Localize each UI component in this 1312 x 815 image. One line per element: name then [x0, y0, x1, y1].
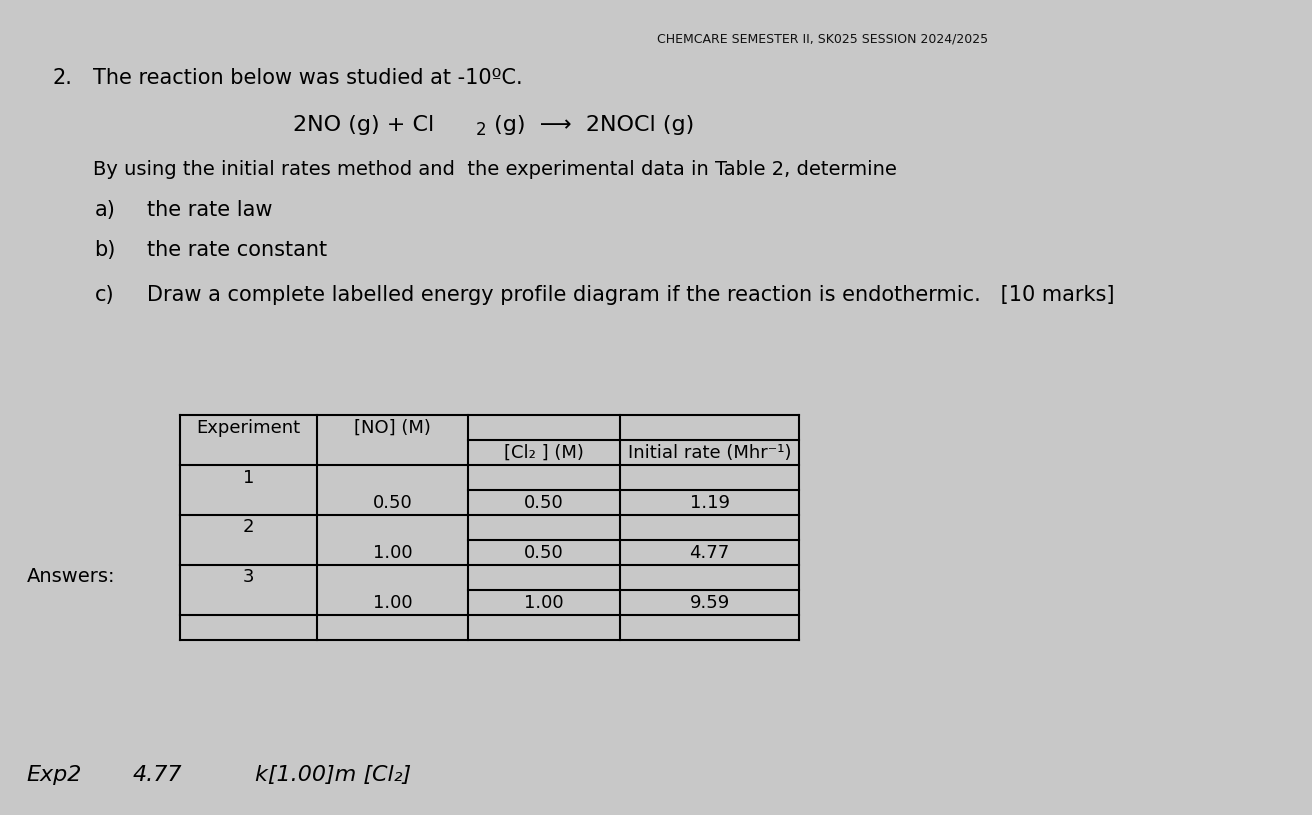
- Text: 9.59: 9.59: [689, 593, 729, 611]
- Text: 2NO (g) + Cl: 2NO (g) + Cl: [294, 115, 434, 135]
- Text: 2: 2: [476, 121, 487, 139]
- Text: Experiment: Experiment: [197, 418, 300, 437]
- Text: a): a): [94, 200, 115, 220]
- Text: 0.50: 0.50: [373, 494, 412, 512]
- Text: b): b): [94, 240, 115, 260]
- Text: 1.00: 1.00: [373, 544, 412, 562]
- Text: Draw a complete labelled energy profile diagram if the reaction is endothermic. : Draw a complete labelled energy profile …: [147, 285, 1114, 305]
- Text: 3: 3: [243, 569, 255, 587]
- Text: 1.00: 1.00: [373, 593, 412, 611]
- Text: 4.77: 4.77: [133, 765, 182, 785]
- Text: 0.50: 0.50: [523, 494, 564, 512]
- Text: Answers:: Answers:: [26, 567, 115, 587]
- Text: c): c): [94, 285, 114, 305]
- Text: 1.19: 1.19: [690, 494, 729, 512]
- Text: 1.00: 1.00: [525, 593, 564, 611]
- Text: k[1.00]m [Cl₂]: k[1.00]m [Cl₂]: [256, 765, 412, 785]
- Text: [NO] (M): [NO] (M): [354, 418, 432, 437]
- Text: 2.: 2.: [52, 68, 72, 88]
- Text: 2: 2: [243, 518, 255, 536]
- Text: the rate constant: the rate constant: [147, 240, 327, 260]
- Text: Initial rate (Mhr⁻¹): Initial rate (Mhr⁻¹): [627, 443, 791, 461]
- Text: Exp2: Exp2: [26, 765, 81, 785]
- Text: The reaction below was studied at -10ºC.: The reaction below was studied at -10ºC.: [93, 68, 522, 88]
- Text: [Cl₂ ] (M): [Cl₂ ] (M): [504, 443, 584, 461]
- Text: (g)  ⟶  2NOCl (g): (g) ⟶ 2NOCl (g): [487, 115, 694, 135]
- Text: 0.50: 0.50: [523, 544, 564, 562]
- Text: 1: 1: [243, 469, 255, 487]
- Text: 4.77: 4.77: [689, 544, 729, 562]
- Text: By using the initial rates method and  the experimental data in Table 2, determi: By using the initial rates method and th…: [93, 160, 896, 179]
- Text: the rate law: the rate law: [147, 200, 272, 220]
- Text: CHEMCARE SEMESTER II, SK025 SESSION 2024/2025: CHEMCARE SEMESTER II, SK025 SESSION 2024…: [657, 32, 989, 45]
